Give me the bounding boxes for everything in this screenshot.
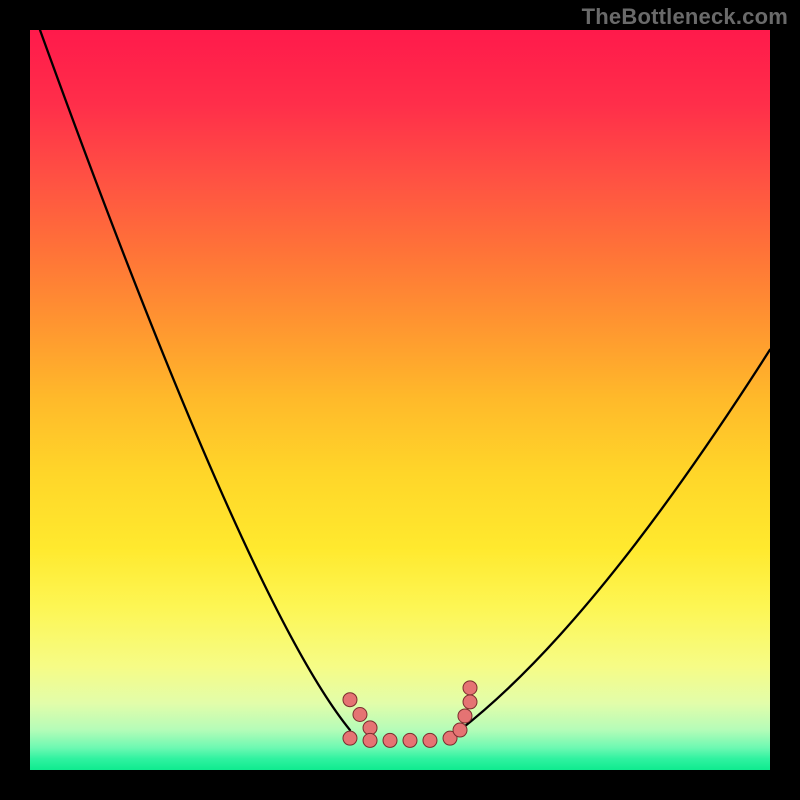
marker-point <box>463 695 477 709</box>
marker-point <box>363 721 377 735</box>
marker-point <box>453 723 467 737</box>
marker-point <box>353 708 367 722</box>
marker-point <box>403 733 417 747</box>
marker-point <box>383 733 397 747</box>
marker-point <box>343 693 357 707</box>
marker-point <box>463 681 477 695</box>
marker-point <box>423 733 437 747</box>
marker-point <box>343 731 357 745</box>
plot-background <box>30 30 770 770</box>
watermark-text: TheBottleneck.com <box>582 4 788 30</box>
marker-point <box>363 733 377 747</box>
marker-point <box>458 709 472 723</box>
